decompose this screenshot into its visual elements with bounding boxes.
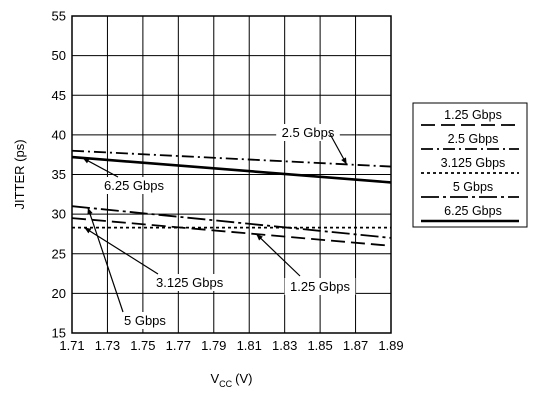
x-tick-label: 1.89	[378, 338, 403, 353]
annotation-bg	[284, 278, 356, 295]
annotation-label: 3.125 Gbps	[156, 275, 224, 290]
y-tick-label: 40	[52, 127, 66, 142]
annotation-label: 6.25 Gbps	[104, 178, 164, 193]
annotation-bg	[121, 312, 171, 329]
y-tick-label: 25	[52, 246, 66, 261]
annotation-arrowhead	[256, 234, 263, 241]
legend-label: 6.25 Gbps	[444, 204, 502, 218]
legend-label: 5 Gbps	[453, 180, 493, 194]
annotation-bg	[153, 274, 231, 291]
legend-box	[412, 102, 528, 228]
x-tick-label: 1.79	[201, 338, 226, 353]
y-axis-title: JITTER (ps)	[12, 139, 27, 209]
x-tick-label: 1.87	[343, 338, 368, 353]
y-tick-labels: 15 20 25 30 35 40 45 50 55	[52, 9, 66, 341]
x-tick-labels: 1.71 1.73 1.75 1.77 1.79 1.81 1.83 1.85 1.87 1.89	[59, 338, 403, 353]
annotation-bg	[276, 124, 340, 141]
annotation-arrowhead	[87, 207, 93, 215]
y-tick-label: 35	[52, 167, 66, 182]
x-tick-label: 1.81	[237, 338, 262, 353]
x-axis-title-main: V	[210, 371, 219, 386]
x-tick-label: 1.77	[166, 338, 191, 353]
y-tick-label: 50	[52, 48, 66, 63]
x-axis-title-unit: (V)	[235, 371, 252, 386]
x-axis-title: VCC (V)	[210, 371, 252, 389]
x-tick-label: 1.85	[307, 338, 332, 353]
y-tick-label: 30	[52, 207, 66, 222]
series-line	[71, 217, 392, 247]
annotations: 2.5 Gbps 6.25 Gbps 3.125 Gbps 1.25 Gbps 5 Gb…	[82, 124, 356, 329]
x-axis-title-subscript: CC	[219, 379, 232, 389]
legend: 1.25 Gbps 2.5 Gbps 3.125 Gbps 5 Gbps 6.25 Gb…	[412, 102, 528, 228]
series-line	[71, 205, 392, 239]
x-tick-label: 1.83	[272, 338, 297, 353]
annotation-arrowhead	[84, 227, 92, 234]
y-tick-label: 15	[52, 326, 66, 341]
annotation-arrowhead	[82, 157, 90, 164]
plot-frame	[71, 15, 392, 334]
y-tick-label: 20	[52, 286, 66, 301]
legend-label: 2.5 Gbps	[448, 132, 499, 146]
y-tick-label: 45	[52, 88, 66, 103]
legend-label: 3.125 Gbps	[441, 156, 506, 170]
annotation-label: 2.5 Gbps	[282, 125, 335, 140]
legend-label: 1.25 Gbps	[444, 108, 502, 122]
annotation-leader	[84, 227, 159, 275]
annotation-arrowhead	[341, 157, 347, 165]
annotation-leader	[87, 207, 124, 313]
y-tick-label: 55	[52, 9, 66, 24]
annotation-leader	[82, 157, 119, 178]
annotation-leader	[255, 233, 301, 277]
annotation-label: 1.25 Gbps	[290, 279, 350, 294]
annotation-bg	[101, 177, 172, 194]
x-tick-label: 1.73	[95, 338, 120, 353]
x-tick-label: 1.75	[130, 338, 155, 353]
series-line	[71, 155, 392, 184]
series-lines	[71, 149, 392, 247]
series-line	[71, 149, 392, 168]
annotation-label: 5 Gbps	[124, 313, 166, 328]
x-tick-label: 1.71	[59, 338, 84, 353]
